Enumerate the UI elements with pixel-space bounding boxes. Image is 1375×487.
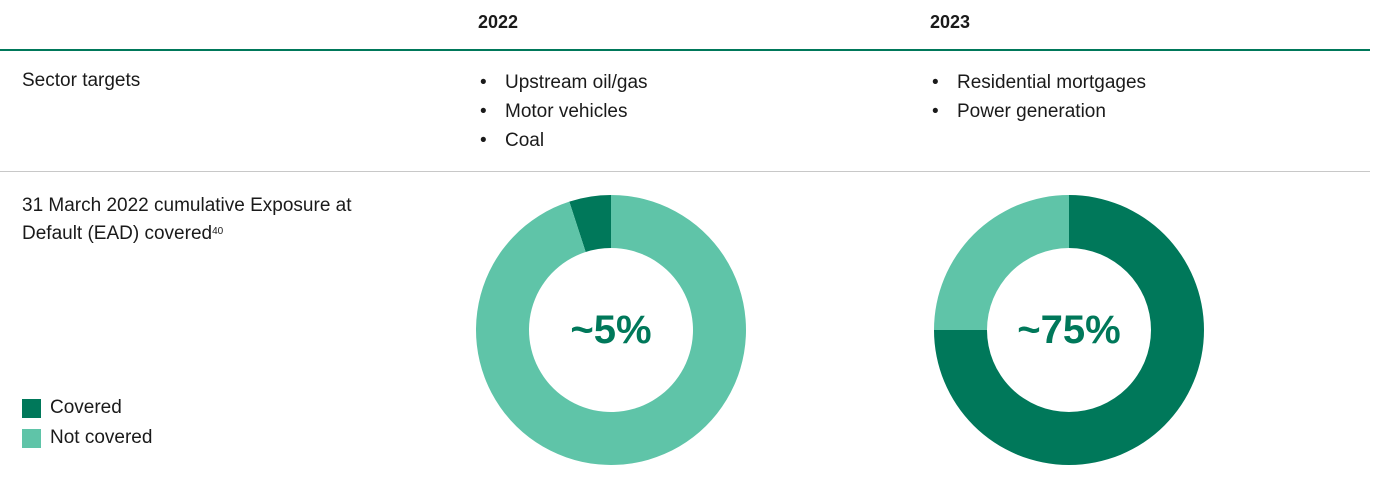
legend-swatch — [22, 399, 41, 418]
legend-label: Covered — [50, 397, 122, 418]
column-header: 2023 — [930, 12, 971, 32]
row-label: Sector targets — [22, 70, 141, 91]
header-rule — [0, 49, 1370, 51]
row-rule — [0, 171, 1370, 172]
bullet: Upstream oil/gas — [478, 68, 648, 97]
bullet: Power generation — [930, 97, 1146, 126]
bullet-list: Residential mortgages Power generation — [930, 68, 1146, 126]
column-header: 2022 — [478, 12, 519, 32]
footnote: 40 — [212, 226, 224, 237]
donut-segment — [475, 195, 746, 466]
bullet: Motor vehicles — [478, 97, 648, 126]
center-label: ~5% — [570, 308, 651, 352]
bullet: Coal — [478, 126, 648, 155]
donut-segment — [934, 195, 1204, 465]
legend-swatch — [22, 429, 41, 448]
bullet-list: Upstream oil/gas Motor vehicles Coal — [478, 68, 648, 155]
donut-segment — [569, 195, 611, 253]
bullet: Residential mortgages — [930, 68, 1146, 97]
legend-label: Not covered — [50, 427, 153, 448]
donut-segment — [934, 195, 1069, 330]
row-label-text: 31 March 2022 cumulative Exposure at Def… — [22, 195, 352, 244]
center-label: ~75% — [1017, 308, 1120, 352]
row-label: 31 March 2022 cumulative Exposure at Def… — [22, 192, 372, 248]
